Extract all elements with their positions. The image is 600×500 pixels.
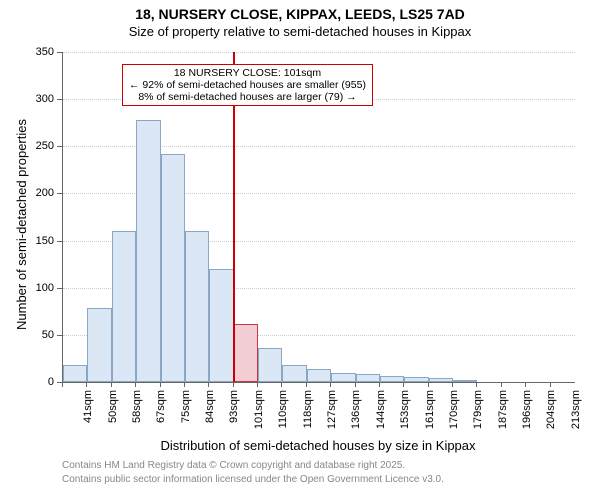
x-tick-label: 58sqm <box>131 390 143 434</box>
y-tick <box>57 288 62 289</box>
x-tick <box>525 382 526 387</box>
x-tick-label: 144sqm <box>375 390 387 434</box>
x-tick <box>62 382 63 387</box>
x-tick-label: 161sqm <box>424 390 436 434</box>
histogram-bar <box>185 231 209 382</box>
histogram-bar <box>380 376 404 382</box>
footer-line-2: Contains public sector information licen… <box>62 474 444 485</box>
x-tick <box>476 382 477 387</box>
y-tick-label: 250 <box>30 140 54 152</box>
x-tick <box>403 382 404 387</box>
x-tick <box>160 382 161 387</box>
callout-box: 18 NURSERY CLOSE: 101sqm← 92% of semi-de… <box>122 64 373 106</box>
histogram-bar <box>136 120 160 382</box>
x-tick-label: 179sqm <box>472 390 484 434</box>
x-tick-label: 170sqm <box>448 390 460 434</box>
x-tick <box>135 382 136 387</box>
x-tick <box>111 382 112 387</box>
gridline <box>63 52 575 53</box>
x-tick <box>86 382 87 387</box>
x-axis-label: Distribution of semi-detached houses by … <box>62 438 574 453</box>
chart-subtitle: Size of property relative to semi-detach… <box>0 24 600 39</box>
histogram-bar <box>453 380 477 382</box>
histogram-bar <box>87 308 111 382</box>
x-tick-label: 101sqm <box>253 390 265 434</box>
x-tick-label: 153sqm <box>399 390 411 434</box>
y-tick <box>57 335 62 336</box>
x-tick <box>379 382 380 387</box>
histogram-bar <box>63 365 87 382</box>
x-tick-label: 196sqm <box>521 390 533 434</box>
y-tick-label: 100 <box>30 282 54 294</box>
footer-line-1: Contains HM Land Registry data © Crown c… <box>62 460 405 471</box>
x-tick-label: 41sqm <box>82 390 94 434</box>
x-tick-label: 84sqm <box>204 390 216 434</box>
y-axis-label: Number of semi-detached properties <box>14 119 29 330</box>
x-tick-label: 67sqm <box>155 390 167 434</box>
histogram-bar <box>209 269 233 382</box>
histogram-bar <box>282 365 306 382</box>
x-tick <box>452 382 453 387</box>
y-tick <box>57 241 62 242</box>
y-tick <box>57 52 62 53</box>
x-tick-label: 187sqm <box>497 390 509 434</box>
x-tick <box>208 382 209 387</box>
x-tick-label: 136sqm <box>350 390 362 434</box>
x-tick <box>355 382 356 387</box>
callout-line: 18 NURSERY CLOSE: 101sqm <box>129 67 366 79</box>
x-tick-label: 50sqm <box>107 390 119 434</box>
x-tick <box>501 382 502 387</box>
histogram-bar <box>234 324 258 382</box>
x-tick <box>257 382 258 387</box>
chart-container: 18, NURSERY CLOSE, KIPPAX, LEEDS, LS25 7… <box>0 0 600 500</box>
x-tick <box>233 382 234 387</box>
y-tick-label: 0 <box>30 376 54 388</box>
y-tick-label: 200 <box>30 187 54 199</box>
histogram-bar <box>331 373 355 382</box>
x-tick-label: 127sqm <box>326 390 338 434</box>
x-tick <box>550 382 551 387</box>
x-tick-label: 118sqm <box>302 390 314 434</box>
y-tick-label: 150 <box>30 235 54 247</box>
y-tick-label: 350 <box>30 46 54 58</box>
histogram-bar <box>429 378 453 382</box>
x-tick-label: 93sqm <box>228 390 240 434</box>
y-tick-label: 50 <box>30 329 54 341</box>
x-tick-label: 110sqm <box>277 390 289 434</box>
y-tick <box>57 146 62 147</box>
x-tick <box>330 382 331 387</box>
chart-title: 18, NURSERY CLOSE, KIPPAX, LEEDS, LS25 7… <box>0 6 600 22</box>
y-tick <box>57 193 62 194</box>
histogram-bar <box>161 154 185 382</box>
histogram-bar <box>112 231 136 382</box>
x-tick <box>428 382 429 387</box>
histogram-bar <box>356 374 380 382</box>
histogram-bar <box>404 377 428 382</box>
callout-line: ← 92% of semi-detached houses are smalle… <box>129 79 366 91</box>
y-tick <box>57 99 62 100</box>
x-tick-label: 75sqm <box>180 390 192 434</box>
histogram-bar <box>307 369 331 382</box>
x-tick <box>184 382 185 387</box>
x-tick-label: 204sqm <box>545 390 557 434</box>
x-tick <box>281 382 282 387</box>
callout-line: 8% of semi-detached houses are larger (7… <box>129 91 366 103</box>
histogram-bar <box>258 348 282 382</box>
x-tick <box>306 382 307 387</box>
x-tick-label: 213sqm <box>570 390 582 434</box>
y-tick-label: 300 <box>30 93 54 105</box>
